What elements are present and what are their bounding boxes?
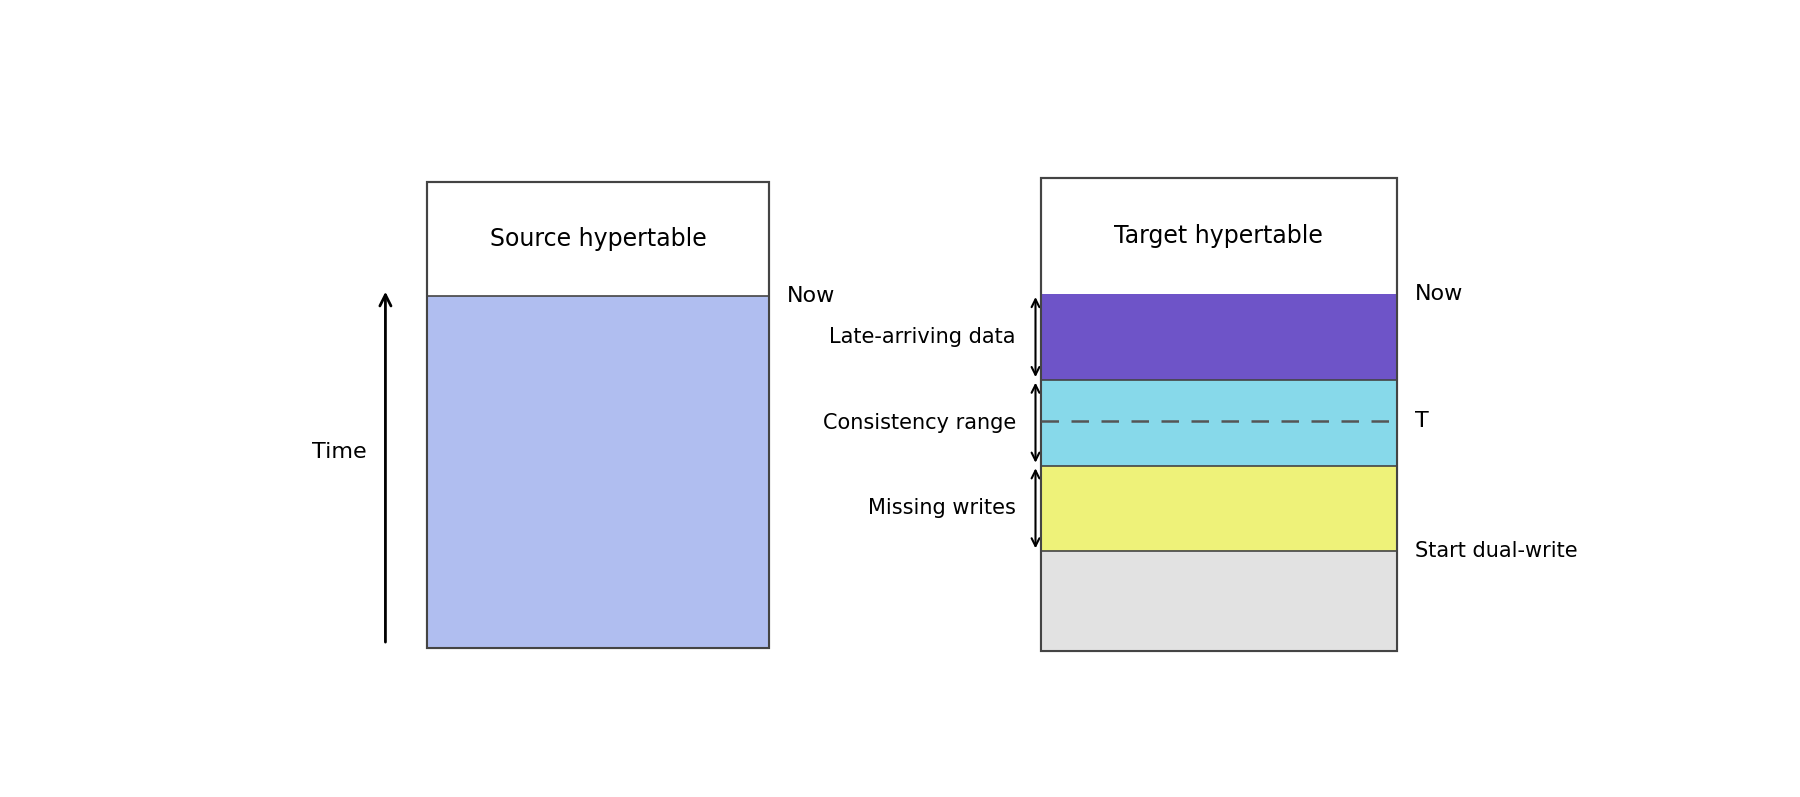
Text: Source hypertable: Source hypertable (490, 226, 707, 251)
Bar (1040, 179, 1397, 651)
Text: Now: Now (1415, 285, 1463, 304)
Bar (1040, 294, 1397, 380)
Text: T: T (1415, 411, 1429, 431)
Text: Target hypertable: Target hypertable (1114, 225, 1323, 249)
Bar (1040, 465, 1397, 552)
Text: Now: Now (787, 286, 835, 306)
Text: Consistency range: Consistency range (823, 413, 1015, 433)
Text: Missing writes: Missing writes (868, 498, 1015, 518)
Bar (1040, 380, 1397, 465)
Bar (1040, 552, 1397, 651)
Text: Late-arriving data: Late-arriving data (830, 327, 1015, 347)
Bar (427, 182, 769, 648)
Bar (427, 296, 769, 648)
Text: Start dual-write: Start dual-write (1415, 541, 1577, 561)
Bar (427, 182, 769, 648)
Text: Time: Time (311, 442, 367, 461)
Bar (1040, 179, 1397, 651)
